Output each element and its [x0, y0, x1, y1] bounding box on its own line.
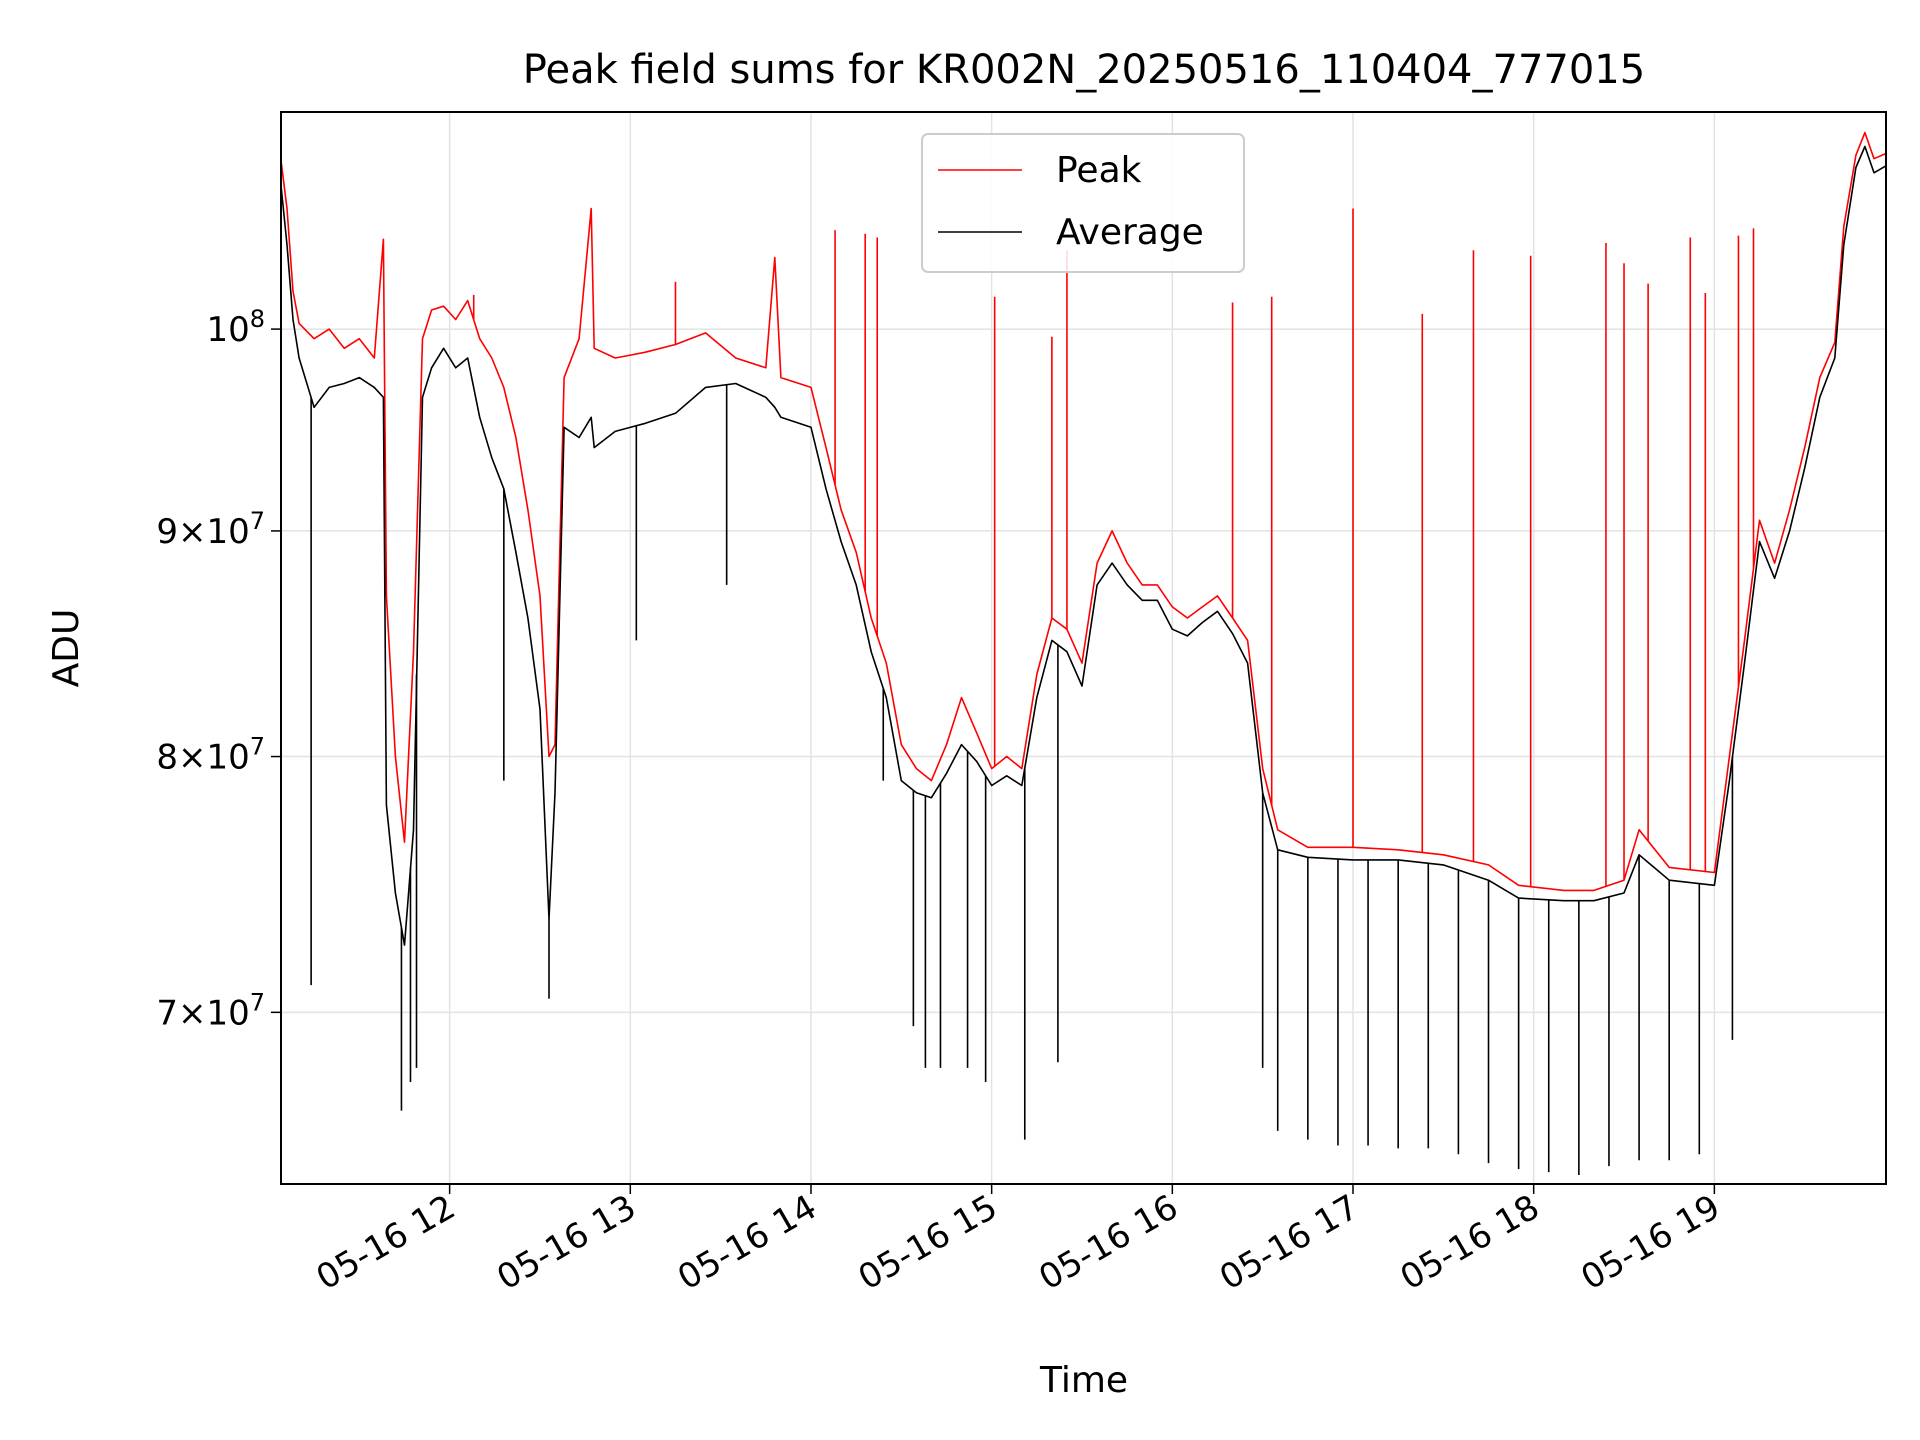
plot-area — [280, 111, 1887, 1185]
x-axis-label: Time — [1039, 1360, 1128, 1401]
legend-label-peak: Peak — [1056, 150, 1142, 191]
legend: Peak Average — [921, 133, 1245, 273]
y-tick-label: 9×107 — [156, 507, 265, 552]
y-axis-label: ADU — [46, 609, 87, 688]
series-line-average — [280, 145, 1887, 946]
legend-box — [921, 133, 1245, 273]
y-tick-label: 108 — [206, 305, 265, 350]
plot-frame — [280, 111, 1887, 1185]
series-line-peak — [280, 131, 1887, 892]
series-layer — [280, 131, 1887, 1176]
y-tick-label: 7×107 — [156, 988, 265, 1033]
y-axis: 7×107 8×107 9×107 108 — [156, 305, 281, 1033]
legend-label-average: Average — [1056, 212, 1204, 253]
y-tick-label: 8×107 — [156, 733, 265, 778]
chart-title: Peak field sums for KR002N_20250516_1104… — [523, 47, 1645, 93]
